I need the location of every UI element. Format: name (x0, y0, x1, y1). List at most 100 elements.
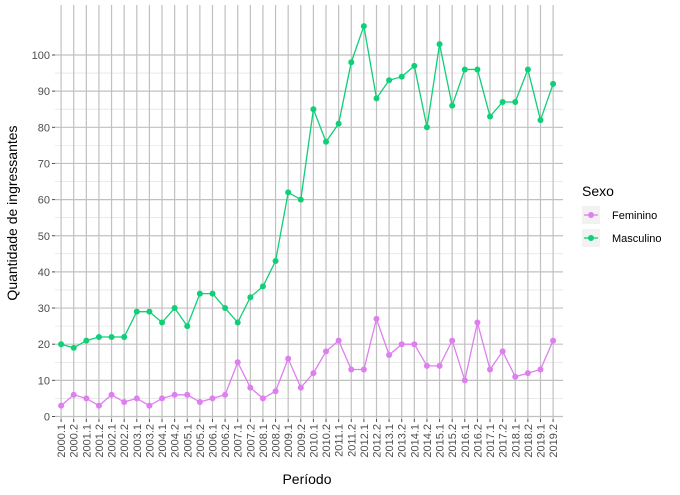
y-tick-label: 50 (38, 231, 50, 243)
data-point-masculino (373, 95, 380, 102)
data-point-masculino (133, 308, 140, 315)
data-point-feminino (310, 370, 317, 377)
x-tick-label: 2007.1 (233, 424, 245, 458)
y-axis-ticks: 0 10 20 30 40 50 60 70 80 90 100 (32, 50, 55, 424)
x-tick-label: 2005.1 (182, 424, 194, 458)
data-point-masculino (524, 66, 531, 73)
data-point-feminino (386, 352, 393, 359)
legend-label-feminino: Feminino (612, 210, 657, 222)
data-point-feminino (121, 399, 128, 406)
data-point-feminino (247, 384, 254, 391)
data-point-feminino (159, 395, 166, 402)
data-point-feminino (360, 366, 367, 373)
x-tick-label: 2005.2 (195, 424, 207, 458)
data-point-masculino (146, 308, 153, 315)
data-point-masculino (83, 337, 90, 344)
data-point-feminino (474, 319, 481, 326)
y-tick-label: 20 (38, 339, 50, 351)
data-point-feminino (95, 402, 102, 409)
data-point-masculino (487, 113, 494, 120)
x-tick-label: 2013.2 (397, 424, 409, 458)
y-tick-label: 0 (44, 412, 50, 424)
data-point-feminino (512, 373, 519, 380)
x-tick-label: 2013.1 (384, 424, 396, 458)
data-point-masculino (411, 62, 418, 69)
x-tick-label: 2004.1 (157, 424, 169, 458)
data-point-feminino (423, 362, 430, 369)
data-point-feminino (449, 337, 456, 344)
data-point-masculino (285, 189, 292, 196)
x-tick-label: 2015.1 (435, 424, 447, 458)
data-point-feminino (184, 391, 191, 398)
data-point-masculino (171, 305, 178, 312)
data-point-feminino (222, 391, 229, 398)
x-tick-label: 2008.1 (258, 424, 270, 458)
legend: Sexo Feminino Masculino (582, 183, 662, 247)
data-point-masculino (550, 80, 557, 87)
data-point-masculino (234, 319, 241, 326)
data-point-feminino (524, 370, 531, 377)
data-point-masculino (461, 66, 468, 73)
x-tick-label: 2002.2 (119, 424, 131, 458)
x-axis-title: Período (282, 471, 331, 487)
data-point-masculino (310, 106, 317, 113)
x-tick-label: 2006.1 (207, 424, 219, 458)
y-tick-label: 70 (38, 158, 50, 170)
x-tick-label: 2012.1 (359, 424, 371, 458)
legend-key-point (588, 212, 594, 218)
data-point-feminino (272, 388, 279, 395)
data-point-feminino (487, 366, 494, 373)
legend-title: Sexo (582, 183, 614, 199)
data-point-feminino (234, 359, 241, 366)
data-point-feminino (146, 402, 153, 409)
x-tick-label: 2010.2 (321, 424, 333, 458)
data-point-masculino (247, 294, 254, 301)
x-tick-label: 2010.1 (308, 424, 320, 458)
x-tick-label: 2004.2 (170, 424, 182, 458)
x-tick-label: 2003.1 (132, 424, 144, 458)
data-point-masculino (348, 59, 355, 66)
x-tick-label: 2001.1 (81, 424, 93, 458)
x-tick-label: 2019.1 (535, 424, 547, 458)
x-tick-label: 2016.2 (472, 424, 484, 458)
series-line-feminino (60, 316, 554, 407)
x-tick-label: 2016.1 (460, 424, 472, 458)
x-tick-label: 2018.1 (510, 424, 522, 458)
data-point-masculino (121, 333, 128, 340)
x-tick-label: 2007.2 (245, 424, 257, 458)
x-tick-label: 2009.2 (296, 424, 308, 458)
data-point-feminino (335, 337, 342, 344)
data-point-masculino (449, 102, 456, 109)
x-tick-label: 2017.1 (485, 424, 497, 458)
y-tick-label: 30 (38, 303, 50, 315)
y-axis-title: Quantidade de ingressantes (4, 125, 20, 300)
x-tick-label: 2018.2 (523, 424, 535, 458)
legend-items: Feminino Masculino (582, 206, 662, 247)
x-tick-label: 2014.2 (422, 424, 434, 458)
data-point-feminino (285, 355, 292, 362)
data-point-feminino (323, 348, 330, 355)
x-tick-label: 2019.2 (548, 424, 560, 458)
data-point-masculino (184, 323, 191, 330)
data-point-feminino (373, 315, 380, 322)
data-point-masculino (386, 77, 393, 84)
legend-key-point (588, 235, 594, 241)
y-tick-label: 90 (38, 86, 50, 98)
x-tick-label: 2009.1 (283, 424, 295, 458)
data-point-feminino (171, 391, 178, 398)
data-point-masculino (108, 333, 115, 340)
data-point-masculino (297, 196, 304, 203)
data-point-masculino (499, 98, 506, 105)
data-point-feminino (411, 341, 418, 348)
x-tick-label: 2000.2 (69, 424, 81, 458)
data-point-masculino (512, 98, 519, 105)
x-tick-label: 2008.2 (271, 424, 283, 458)
y-tick-label: 80 (38, 122, 50, 134)
data-point-feminino (537, 366, 544, 373)
data-point-feminino (259, 395, 266, 402)
series-points (58, 23, 557, 409)
x-tick-label: 2015.2 (447, 424, 459, 458)
data-point-feminino (196, 399, 203, 406)
y-tick-label: 100 (32, 50, 50, 62)
